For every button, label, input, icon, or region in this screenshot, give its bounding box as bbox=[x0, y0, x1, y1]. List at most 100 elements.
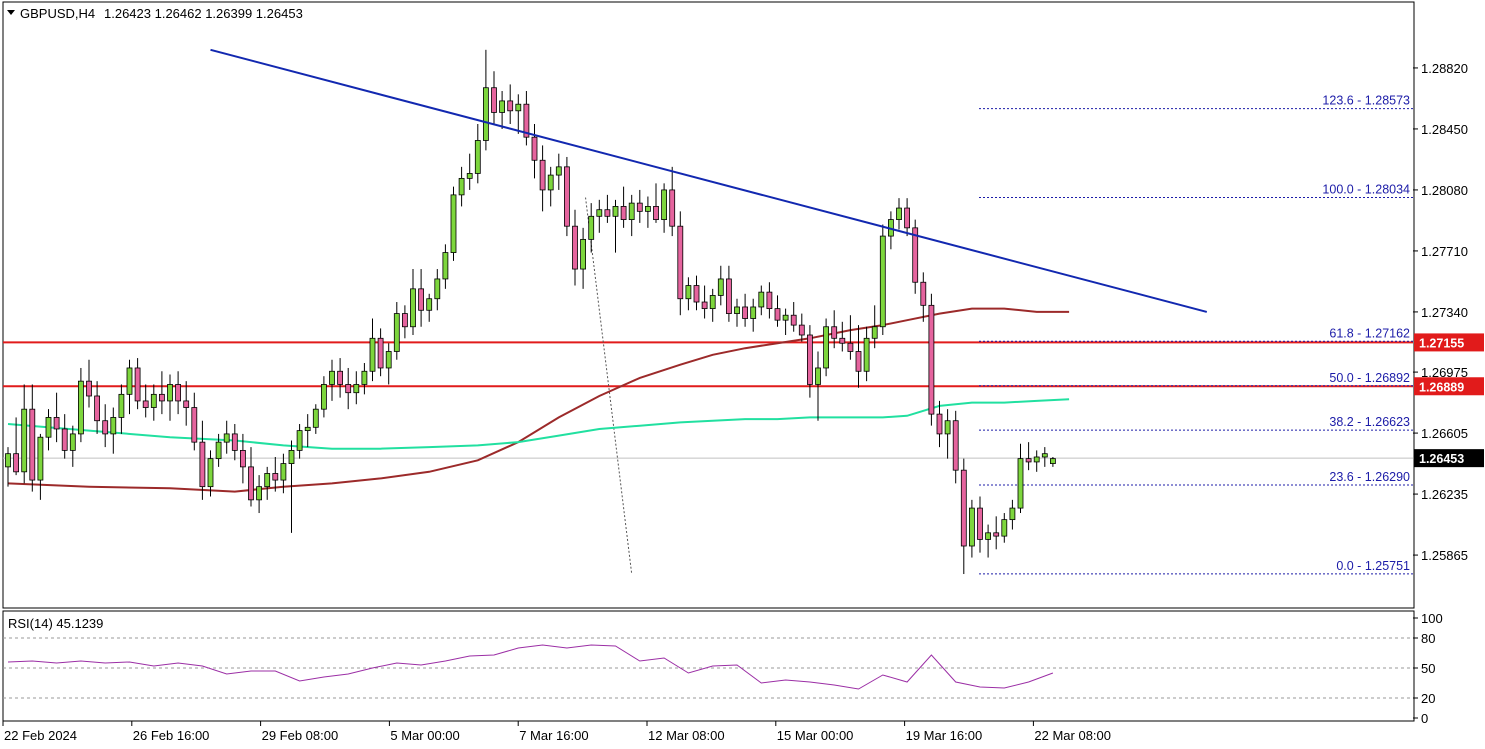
candle bbox=[807, 325, 813, 398]
candle bbox=[13, 417, 20, 476]
candle bbox=[482, 49, 489, 151]
candlesticks bbox=[5, 49, 1056, 575]
dropdown-icon[interactable] bbox=[7, 10, 15, 15]
candle bbox=[345, 367, 352, 410]
bullish-candle-body bbox=[458, 177, 465, 196]
bearish-candle-body bbox=[564, 166, 570, 227]
bullish-candle-body bbox=[215, 441, 222, 460]
candle bbox=[920, 272, 927, 322]
fib-level-label: 23.6 - 1.26290 bbox=[1329, 470, 1410, 484]
bearish-candle-body bbox=[693, 285, 700, 303]
candle bbox=[969, 499, 975, 558]
bullish-candle-body bbox=[1050, 458, 1056, 464]
x-tick-label: 22 Mar 08:00 bbox=[1034, 728, 1111, 743]
candle bbox=[5, 447, 11, 487]
main-panel-frame bbox=[2, 1, 1415, 609]
bullish-candle-body bbox=[734, 306, 740, 314]
price-tag-label: 1.27155 bbox=[1419, 336, 1464, 350]
candle bbox=[248, 447, 254, 507]
candle bbox=[272, 456, 279, 492]
candle bbox=[231, 424, 238, 461]
rsi-tick-label: 50 bbox=[1421, 661, 1435, 676]
candle bbox=[993, 516, 1000, 550]
bearish-candle-body bbox=[726, 278, 732, 314]
candle bbox=[158, 371, 165, 415]
candle bbox=[312, 404, 319, 434]
bearish-candle-body bbox=[345, 384, 352, 394]
bullish-candle-body bbox=[37, 436, 44, 481]
bullish-candle-body bbox=[879, 235, 886, 328]
bullish-candle-body bbox=[223, 433, 230, 443]
bullish-candle-body bbox=[207, 458, 214, 488]
bullish-candle-body bbox=[353, 384, 360, 394]
candle bbox=[661, 183, 667, 233]
bullish-candle-body bbox=[555, 166, 562, 176]
candle bbox=[499, 91, 506, 129]
y-tick-label: 1.26975 bbox=[1421, 365, 1468, 380]
candle bbox=[142, 384, 149, 418]
bullish-candle-body bbox=[296, 430, 303, 451]
bullish-candle-body bbox=[1033, 456, 1040, 463]
candle bbox=[815, 351, 821, 421]
bearish-candle-body bbox=[539, 159, 546, 191]
candle bbox=[183, 381, 190, 426]
x-tick-label: 5 Mar 00:00 bbox=[390, 728, 459, 743]
level-price-tag bbox=[1414, 377, 1484, 396]
candle bbox=[78, 367, 84, 443]
bullish-candle-body bbox=[450, 194, 457, 253]
candle bbox=[239, 433, 246, 484]
bearish-candle-body bbox=[231, 433, 238, 451]
bullish-candle-body bbox=[442, 252, 449, 280]
bullish-candle-body bbox=[361, 370, 368, 385]
fibonacci-levels: 123.6 - 1.28573 100.0 - 1.28034 61.8 - 1.2… bbox=[585, 94, 1413, 575]
bullish-candle-body bbox=[126, 367, 133, 395]
candle bbox=[1033, 450, 1040, 472]
bearish-candle-body bbox=[798, 324, 805, 336]
bearish-candle-body bbox=[102, 420, 109, 435]
candle bbox=[515, 94, 522, 134]
candle bbox=[693, 275, 700, 311]
candle bbox=[102, 404, 109, 448]
candle bbox=[491, 71, 497, 124]
candle bbox=[361, 363, 368, 395]
candle bbox=[61, 414, 68, 459]
bearish-candle-body bbox=[13, 453, 20, 473]
fib-level-label: 61.8 - 1.27162 bbox=[1329, 326, 1410, 340]
bullish-candle-body bbox=[815, 367, 821, 385]
candle bbox=[904, 198, 910, 237]
candle bbox=[564, 156, 570, 237]
bullish-candle-body bbox=[645, 206, 651, 212]
trendline-layer[interactable] bbox=[210, 48, 1208, 313]
candle bbox=[1025, 442, 1032, 471]
bearish-candle-body bbox=[572, 225, 578, 270]
bearish-candle-body bbox=[401, 313, 408, 328]
bullish-candle-body bbox=[5, 453, 11, 468]
candle bbox=[645, 196, 651, 228]
bearish-candle-body bbox=[191, 407, 198, 443]
bullish-candle-body bbox=[823, 326, 829, 369]
candle bbox=[264, 466, 271, 500]
bullish-candle-body bbox=[515, 103, 522, 112]
bearish-candle-body bbox=[523, 103, 530, 138]
bullish-candle-body bbox=[288, 449, 295, 464]
bearish-candle-body bbox=[855, 351, 862, 372]
bearish-candle-body bbox=[531, 136, 538, 161]
candle bbox=[280, 453, 287, 494]
bearish-candle-body bbox=[199, 441, 206, 488]
bearish-candle-body bbox=[142, 400, 149, 408]
candle bbox=[555, 153, 562, 190]
fib-anchor-line bbox=[585, 197, 633, 574]
bullish-candle-body bbox=[329, 370, 335, 385]
bearish-candle-body bbox=[904, 207, 910, 229]
bullish-candle-body bbox=[969, 507, 975, 547]
descending-trendline bbox=[210, 48, 1208, 313]
rsi-tick-label: 80 bbox=[1421, 631, 1435, 646]
candle bbox=[207, 450, 214, 497]
candle bbox=[798, 313, 805, 342]
candle bbox=[855, 325, 862, 388]
bearish-candle-body bbox=[620, 206, 627, 221]
candle bbox=[1017, 443, 1024, 514]
bearish-candle-body bbox=[183, 400, 190, 408]
bullish-candle-body bbox=[466, 173, 473, 179]
